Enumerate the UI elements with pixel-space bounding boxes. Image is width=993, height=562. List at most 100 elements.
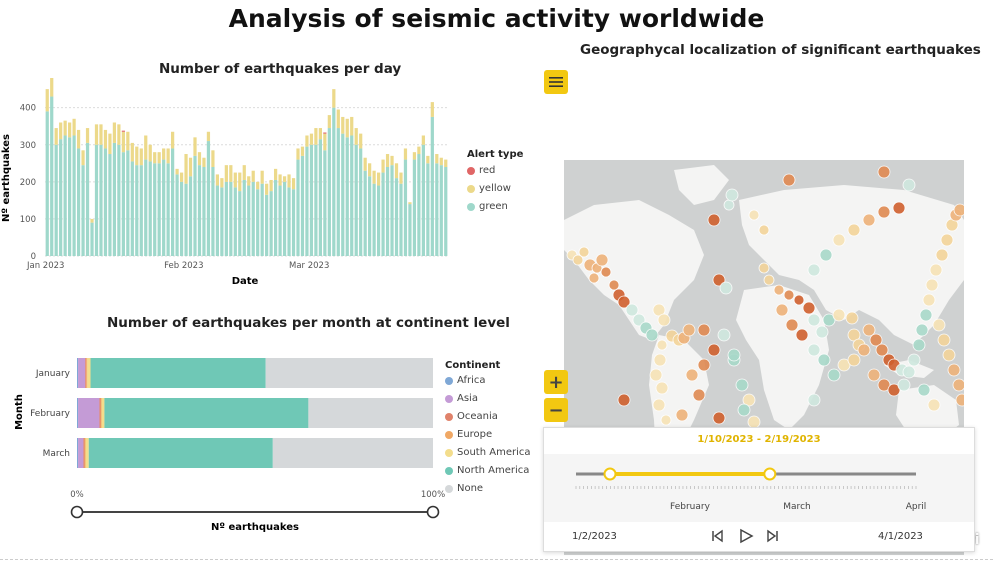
bar-yellow[interactable] xyxy=(166,148,170,164)
bar-green[interactable] xyxy=(126,150,130,256)
earthquake-marker[interactable] xyxy=(785,318,799,332)
bar-segment-asia[interactable] xyxy=(78,438,84,468)
earthquake-marker[interactable] xyxy=(902,178,916,192)
bar-segment-asia[interactable] xyxy=(78,358,86,388)
bar-segment-none[interactable] xyxy=(265,358,433,388)
bar-green[interactable] xyxy=(394,178,399,256)
earthquake-marker[interactable] xyxy=(712,411,726,425)
bar-green[interactable] xyxy=(238,191,242,256)
bar-yellow[interactable] xyxy=(81,150,85,166)
bar-yellow[interactable] xyxy=(256,181,260,190)
bar-yellow[interactable] xyxy=(327,115,331,129)
bar-green[interactable] xyxy=(211,167,215,256)
earthquake-marker[interactable] xyxy=(915,323,929,337)
earthquake-marker[interactable] xyxy=(869,333,883,347)
bar-yellow[interactable] xyxy=(229,165,233,182)
bar-green[interactable] xyxy=(309,144,314,256)
earthquake-marker[interactable] xyxy=(617,295,631,309)
bar-green[interactable] xyxy=(260,183,264,256)
earthquake-marker[interactable] xyxy=(655,381,669,395)
bar-green[interactable] xyxy=(171,148,175,256)
bar-yellow[interactable] xyxy=(341,116,345,134)
earthquake-marker[interactable] xyxy=(877,378,891,392)
bar-yellow[interactable] xyxy=(323,133,327,151)
bar-green[interactable] xyxy=(341,133,345,256)
bar-yellow[interactable] xyxy=(444,159,448,167)
bar-segment-europe[interactable] xyxy=(100,398,102,428)
bar-segment-europe[interactable] xyxy=(84,438,86,468)
earthquake-marker[interactable] xyxy=(927,398,941,412)
bar-segment-asia[interactable] xyxy=(78,398,100,428)
bar-green[interactable] xyxy=(63,135,67,256)
bar-yellow[interactable] xyxy=(153,152,157,164)
bar-yellow[interactable] xyxy=(90,218,94,223)
bar-yellow[interactable] xyxy=(130,142,134,162)
bar-yellow[interactable] xyxy=(184,154,188,184)
bar-segment-oceania[interactable] xyxy=(83,438,85,468)
bar-green[interactable] xyxy=(368,176,372,256)
bar-yellow[interactable] xyxy=(215,174,220,186)
bar-green[interactable] xyxy=(412,159,417,256)
bar-yellow[interactable] xyxy=(300,146,305,156)
earthquake-marker[interactable] xyxy=(572,254,584,266)
earthquake-marker[interactable] xyxy=(897,378,911,392)
bar-yellow[interactable] xyxy=(193,137,197,156)
bar-green[interactable] xyxy=(153,163,157,256)
earthquake-marker[interactable] xyxy=(837,358,851,372)
earthquake-marker[interactable] xyxy=(712,273,726,287)
bar-yellow[interactable] xyxy=(63,120,67,136)
bar-green[interactable] xyxy=(197,165,202,256)
earthquake-marker[interactable] xyxy=(907,353,921,367)
earthquake-marker[interactable] xyxy=(929,263,943,277)
bar-yellow[interactable] xyxy=(117,124,121,145)
earthquake-marker[interactable] xyxy=(807,393,821,407)
legend-item-yellow[interactable]: yellow xyxy=(467,183,523,194)
bar-green[interactable] xyxy=(314,144,318,256)
bar-green[interactable] xyxy=(50,96,54,257)
bar-green[interactable] xyxy=(426,163,430,256)
bar-yellow[interactable] xyxy=(439,157,443,166)
bar-red[interactable] xyxy=(121,130,125,132)
earthquake-marker[interactable] xyxy=(719,281,733,295)
bar-segment-oceania[interactable] xyxy=(85,358,87,388)
bar-yellow[interactable] xyxy=(350,116,354,136)
bar-segment-none[interactable] xyxy=(308,398,433,428)
bar-green[interactable] xyxy=(435,163,439,256)
bar-yellow[interactable] xyxy=(363,157,367,171)
bar-green[interactable] xyxy=(59,139,63,256)
bar-green[interactable] xyxy=(130,161,134,256)
bar-green[interactable] xyxy=(54,144,58,256)
earthquake-marker[interactable] xyxy=(675,408,689,422)
earthquake-marker[interactable] xyxy=(935,248,949,262)
bar-segment-south-america[interactable] xyxy=(87,358,91,388)
bar-yellow[interactable] xyxy=(385,154,390,167)
bar-yellow[interactable] xyxy=(68,122,72,138)
bar-green[interactable] xyxy=(224,181,228,256)
bar-yellow[interactable] xyxy=(206,131,211,142)
earthquake-marker[interactable] xyxy=(877,205,891,219)
slider-handle-end[interactable] xyxy=(763,467,777,481)
scrollbar-handle-left[interactable] xyxy=(70,505,84,519)
bar-yellow[interactable] xyxy=(247,176,251,186)
bar-yellow[interactable] xyxy=(72,118,76,136)
bar-green[interactable] xyxy=(359,148,363,256)
bar-green[interactable] xyxy=(385,167,390,256)
earthquake-marker[interactable] xyxy=(887,383,901,397)
legend-item-north-america[interactable]: North America xyxy=(445,465,531,476)
bar-green[interactable] xyxy=(72,135,76,256)
previous-icon[interactable] xyxy=(710,529,724,543)
bar-green[interactable] xyxy=(81,165,85,256)
legend-item-south-america[interactable]: South America xyxy=(445,447,531,458)
bar-green[interactable] xyxy=(381,172,385,256)
bar-yellow[interactable] xyxy=(171,131,175,149)
bar-yellow[interactable] xyxy=(282,176,287,182)
zoom-in-button[interactable]: + xyxy=(544,370,568,394)
bar-yellow[interactable] xyxy=(54,128,58,145)
earthquake-marker[interactable] xyxy=(817,353,831,367)
bar-yellow[interactable] xyxy=(202,157,206,167)
bar-segment-oceania[interactable] xyxy=(99,398,101,428)
bar-yellow[interactable] xyxy=(162,148,166,160)
earthquake-marker[interactable] xyxy=(847,223,861,237)
bar-green[interactable] xyxy=(94,144,99,256)
earthquake-marker[interactable] xyxy=(940,233,954,247)
